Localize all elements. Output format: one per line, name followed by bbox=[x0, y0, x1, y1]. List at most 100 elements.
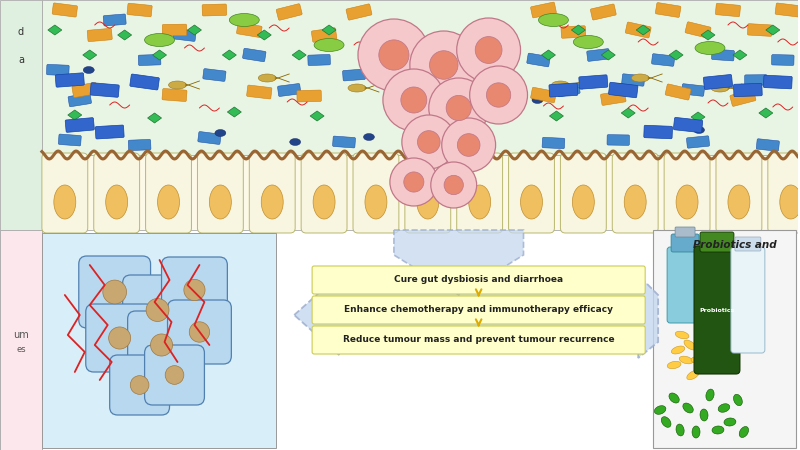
FancyBboxPatch shape bbox=[530, 87, 556, 103]
Ellipse shape bbox=[106, 185, 128, 219]
FancyBboxPatch shape bbox=[278, 84, 301, 96]
FancyBboxPatch shape bbox=[162, 257, 227, 323]
Ellipse shape bbox=[683, 403, 694, 413]
Text: Probiotics: Probiotics bbox=[699, 307, 734, 312]
FancyBboxPatch shape bbox=[655, 3, 681, 18]
Ellipse shape bbox=[521, 185, 542, 219]
FancyBboxPatch shape bbox=[312, 326, 645, 354]
FancyBboxPatch shape bbox=[58, 134, 82, 146]
Polygon shape bbox=[227, 107, 242, 117]
FancyBboxPatch shape bbox=[626, 22, 651, 38]
Polygon shape bbox=[222, 50, 236, 60]
FancyBboxPatch shape bbox=[667, 247, 703, 323]
Ellipse shape bbox=[695, 41, 725, 54]
FancyBboxPatch shape bbox=[72, 82, 98, 98]
FancyBboxPatch shape bbox=[644, 125, 673, 139]
FancyBboxPatch shape bbox=[68, 93, 91, 107]
FancyBboxPatch shape bbox=[745, 75, 767, 86]
FancyBboxPatch shape bbox=[703, 75, 733, 90]
Ellipse shape bbox=[469, 185, 490, 219]
Polygon shape bbox=[602, 50, 615, 60]
Ellipse shape bbox=[258, 74, 276, 82]
Polygon shape bbox=[636, 25, 650, 35]
FancyBboxPatch shape bbox=[42, 0, 798, 155]
Polygon shape bbox=[187, 25, 202, 35]
Ellipse shape bbox=[691, 356, 705, 364]
FancyBboxPatch shape bbox=[590, 4, 616, 20]
Polygon shape bbox=[691, 112, 705, 122]
Circle shape bbox=[418, 130, 440, 153]
FancyBboxPatch shape bbox=[0, 0, 42, 230]
Polygon shape bbox=[550, 111, 563, 121]
Text: Probiotics and: Probiotics and bbox=[693, 240, 777, 250]
Polygon shape bbox=[258, 30, 271, 40]
Circle shape bbox=[430, 162, 477, 208]
Ellipse shape bbox=[230, 14, 259, 27]
FancyBboxPatch shape bbox=[130, 74, 159, 90]
FancyBboxPatch shape bbox=[103, 14, 126, 26]
Text: Reduce tumour mass and prevent tumour recurrence: Reduce tumour mass and prevent tumour re… bbox=[343, 336, 614, 345]
FancyBboxPatch shape bbox=[509, 153, 554, 233]
FancyBboxPatch shape bbox=[601, 90, 626, 105]
Ellipse shape bbox=[728, 185, 750, 219]
Ellipse shape bbox=[414, 140, 426, 147]
Ellipse shape bbox=[724, 418, 736, 426]
Circle shape bbox=[429, 78, 489, 138]
Circle shape bbox=[457, 18, 521, 82]
Ellipse shape bbox=[551, 81, 570, 89]
Ellipse shape bbox=[417, 185, 438, 219]
FancyBboxPatch shape bbox=[771, 54, 794, 65]
FancyBboxPatch shape bbox=[675, 227, 695, 237]
Ellipse shape bbox=[109, 327, 130, 349]
Circle shape bbox=[402, 115, 456, 169]
Text: es: es bbox=[16, 346, 26, 355]
FancyBboxPatch shape bbox=[162, 89, 187, 102]
FancyBboxPatch shape bbox=[557, 83, 580, 97]
Polygon shape bbox=[669, 50, 683, 60]
FancyBboxPatch shape bbox=[246, 85, 272, 99]
FancyBboxPatch shape bbox=[145, 345, 205, 405]
FancyBboxPatch shape bbox=[561, 153, 606, 233]
FancyBboxPatch shape bbox=[250, 153, 295, 233]
FancyBboxPatch shape bbox=[311, 28, 337, 42]
FancyBboxPatch shape bbox=[42, 233, 276, 448]
FancyBboxPatch shape bbox=[768, 153, 800, 233]
FancyBboxPatch shape bbox=[198, 153, 243, 233]
Ellipse shape bbox=[314, 39, 344, 51]
FancyBboxPatch shape bbox=[715, 3, 741, 17]
FancyBboxPatch shape bbox=[242, 48, 266, 62]
FancyBboxPatch shape bbox=[95, 125, 124, 139]
FancyBboxPatch shape bbox=[203, 68, 226, 81]
Circle shape bbox=[379, 40, 409, 70]
FancyBboxPatch shape bbox=[734, 83, 762, 97]
Polygon shape bbox=[294, 275, 658, 358]
Circle shape bbox=[358, 19, 430, 91]
Polygon shape bbox=[542, 50, 555, 60]
Circle shape bbox=[404, 172, 424, 192]
Ellipse shape bbox=[694, 126, 705, 134]
FancyBboxPatch shape bbox=[122, 275, 193, 345]
Ellipse shape bbox=[669, 393, 679, 403]
Ellipse shape bbox=[572, 185, 594, 219]
FancyBboxPatch shape bbox=[66, 117, 94, 132]
Ellipse shape bbox=[692, 426, 700, 438]
FancyBboxPatch shape bbox=[682, 84, 705, 96]
FancyBboxPatch shape bbox=[700, 232, 734, 252]
Ellipse shape bbox=[190, 322, 210, 342]
Ellipse shape bbox=[532, 96, 543, 104]
FancyBboxPatch shape bbox=[730, 90, 756, 106]
Ellipse shape bbox=[130, 376, 149, 394]
FancyBboxPatch shape bbox=[530, 2, 556, 18]
Circle shape bbox=[401, 87, 427, 113]
FancyBboxPatch shape bbox=[128, 140, 151, 151]
Circle shape bbox=[470, 66, 527, 124]
Text: um: um bbox=[13, 330, 29, 340]
Ellipse shape bbox=[435, 58, 446, 66]
FancyBboxPatch shape bbox=[90, 83, 119, 97]
Circle shape bbox=[458, 134, 480, 156]
FancyBboxPatch shape bbox=[46, 64, 69, 76]
Polygon shape bbox=[759, 108, 773, 118]
Ellipse shape bbox=[215, 130, 226, 136]
Polygon shape bbox=[68, 110, 82, 120]
FancyBboxPatch shape bbox=[665, 84, 691, 100]
